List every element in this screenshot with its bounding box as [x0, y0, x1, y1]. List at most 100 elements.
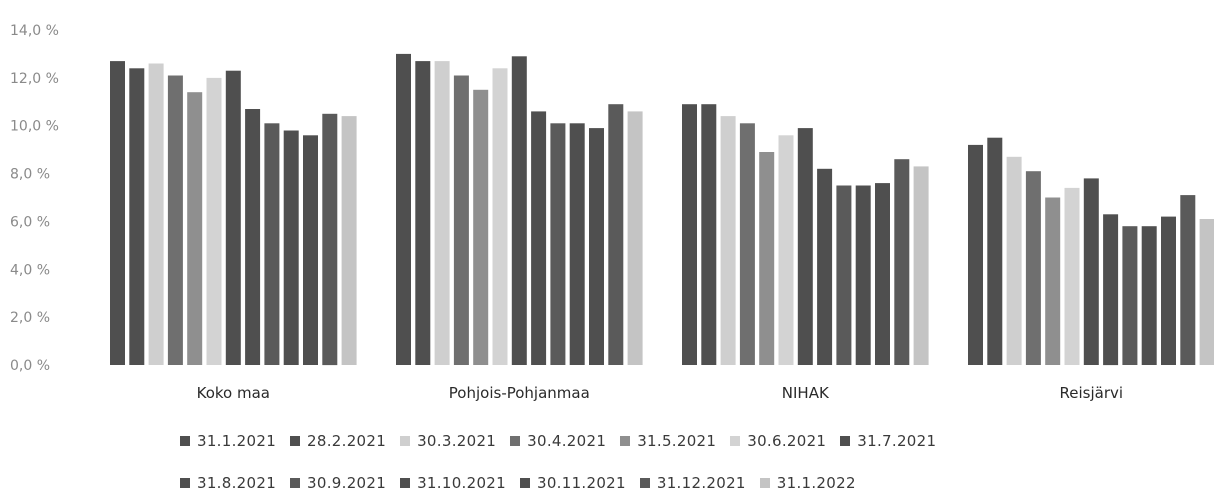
y-tick-label: 12,0 % — [10, 71, 59, 87]
legend-label: 30.6.2021 — [747, 432, 827, 450]
legend-label: 31.10.2021 — [417, 474, 506, 492]
bar — [778, 135, 794, 365]
bar — [1199, 219, 1214, 365]
y-tick-label: 14,0 % — [10, 23, 59, 39]
legend-swatch — [290, 478, 301, 488]
legend-label: 30.9.2021 — [307, 474, 387, 492]
legend-item: 30.11.2021 — [519, 474, 626, 492]
legend: 31.1.2021 28.2.2021 30.3.2021 30.4.2021 31.5… — [0, 426, 1214, 498]
bar — [836, 185, 852, 365]
legend-row: 31.1.2021 28.2.2021 30.3.2021 30.4.2021 31.5… — [180, 432, 936, 450]
bar — [434, 61, 450, 365]
y-tick-label: 0,0 % — [10, 358, 50, 374]
legend-item: 31.8.2021 — [180, 474, 276, 492]
legend-swatch — [730, 436, 741, 446]
bar — [129, 68, 145, 366]
bar — [875, 183, 890, 365]
bar — [1083, 178, 1099, 365]
bar — [264, 123, 280, 365]
legend-label: 30.11.2021 — [536, 474, 626, 492]
legend-item: 30.9.2021 — [290, 474, 386, 492]
legend-item: 28.2.2021 — [290, 432, 386, 450]
bar — [1025, 171, 1041, 365]
bar — [855, 185, 871, 365]
bar — [913, 166, 929, 365]
legend-swatch — [840, 436, 851, 446]
bar — [148, 63, 164, 365]
bar — [1006, 156, 1022, 365]
bar — [1103, 214, 1119, 366]
bar — [453, 75, 469, 365]
bar-chart: 0,0 % 2,0 % 4,0 % 6,0 % 8,0 % 10,0 % 12,0 % 14,… — [10, 23, 1214, 402]
x-category-label: Reisjärvi — [1060, 384, 1124, 402]
x-category-label: Koko maa — [197, 384, 270, 402]
bar — [492, 68, 508, 366]
legend-swatch — [639, 478, 650, 488]
bar — [682, 104, 697, 365]
legend-label: 31.1.2022 — [776, 474, 856, 492]
legend-item: 31.5.2021 — [620, 432, 716, 450]
bar — [720, 116, 736, 365]
bar — [303, 135, 318, 365]
legend-label: 28.2.2021 — [307, 432, 387, 450]
legend-label: 31.5.2021 — [637, 432, 717, 450]
legend-swatch — [620, 436, 631, 446]
legend-swatch — [400, 436, 411, 446]
bar — [187, 92, 203, 365]
bar — [415, 61, 431, 365]
legend-label: 30.3.2021 — [417, 432, 497, 450]
x-category-label: Pohjois-Pohjanmaa — [449, 384, 590, 402]
bar — [110, 61, 125, 365]
legend-swatch — [510, 436, 521, 446]
legend-label: 30.4.2021 — [527, 432, 607, 450]
bar — [167, 75, 183, 365]
legend-label: 31.1.2021 — [197, 432, 277, 450]
x-axis: Koko maa Pohjois-Pohjanmaa NIHAK Reisjärvi — [197, 384, 1123, 402]
bar — [1064, 187, 1080, 365]
legend-swatch — [519, 478, 530, 488]
bar — [283, 130, 299, 365]
legend-row: 31.8.2021 30.9.2021 31.10.2021 30.11.2021 31… — [180, 474, 856, 492]
bar — [511, 56, 527, 366]
legend-item: 30.3.2021 — [400, 432, 496, 450]
legend-swatch — [180, 436, 190, 446]
bar — [1161, 216, 1176, 365]
legend-swatch — [290, 436, 301, 446]
bar — [341, 116, 357, 365]
legend-swatch — [180, 478, 190, 488]
bar — [759, 152, 775, 365]
bar — [1122, 226, 1138, 365]
bar — [206, 77, 222, 366]
x-category-label: NIHAK — [782, 384, 830, 402]
bar — [987, 137, 1003, 365]
bars-group — [110, 53, 1214, 366]
legend-item: 31.12.2021 — [639, 474, 746, 492]
bar — [797, 128, 813, 365]
y-tick-label: 6,0 % — [10, 214, 50, 230]
bar — [894, 159, 910, 365]
y-tick-label: 8,0 % — [10, 167, 50, 183]
bar — [225, 70, 241, 365]
y-tick-label: 4,0 % — [10, 262, 50, 278]
legend-item: 30.4.2021 — [510, 432, 606, 450]
bar — [550, 123, 566, 365]
y-axis: 0,0 % 2,0 % 4,0 % 6,0 % 8,0 % 10,0 % 12,0 % 14,… — [10, 23, 59, 374]
legend-item: 31.7.2021 — [840, 432, 936, 450]
bar — [589, 128, 604, 365]
bar — [608, 104, 624, 365]
bar — [1045, 197, 1061, 365]
legend-label: 31.8.2021 — [197, 474, 277, 492]
legend-swatch — [759, 478, 770, 488]
legend-item: 31.10.2021 — [400, 474, 506, 492]
legend-item: 31.1.2021 — [180, 432, 276, 450]
bar — [1180, 195, 1196, 365]
y-tick-label: 10,0 % — [10, 119, 59, 135]
y-tick-label: 2,0 % — [10, 310, 50, 326]
bar — [531, 111, 547, 366]
bar — [739, 123, 755, 365]
legend-label: 31.12.2021 — [656, 474, 746, 492]
legend-swatch — [400, 478, 411, 488]
bar — [473, 89, 489, 366]
bar — [701, 104, 717, 365]
bar — [817, 168, 833, 365]
